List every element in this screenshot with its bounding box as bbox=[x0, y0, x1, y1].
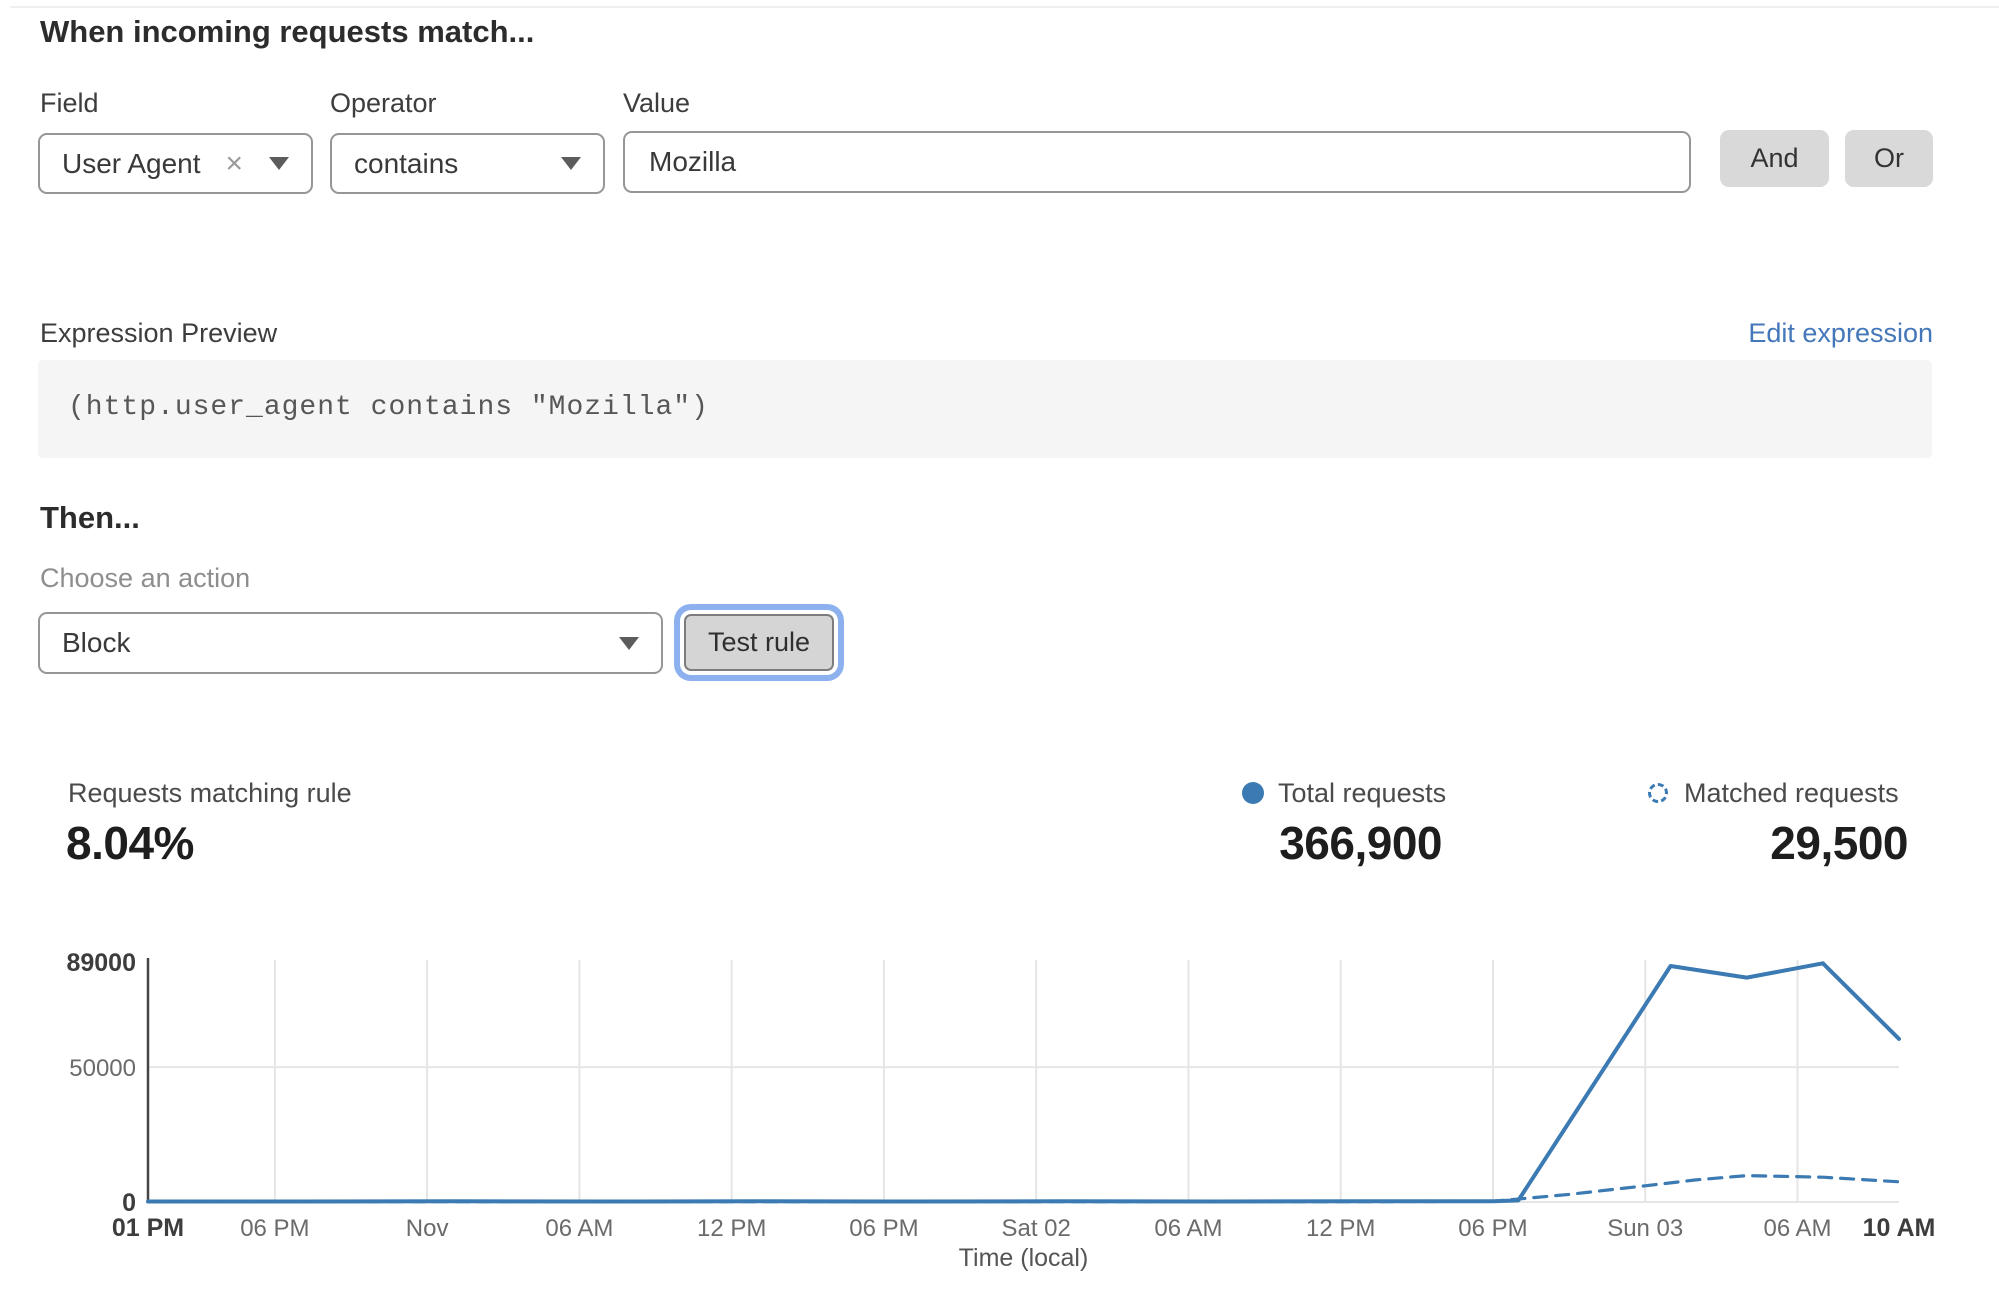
svg-text:Nov: Nov bbox=[406, 1215, 449, 1242]
svg-text:06 AM: 06 AM bbox=[1154, 1215, 1222, 1242]
or-button[interactable]: Or bbox=[1845, 130, 1933, 187]
field-label: Field bbox=[40, 88, 99, 118]
total-requests-value: 366,900 bbox=[1279, 817, 1442, 869]
value-label: Value bbox=[623, 88, 691, 118]
field-select[interactable]: User Agent × bbox=[38, 133, 313, 194]
svg-text:06 PM: 06 PM bbox=[240, 1215, 309, 1242]
page-title: When incoming requests match... bbox=[40, 14, 535, 49]
requests-matching-value: 8.04% bbox=[66, 817, 194, 869]
svg-text:12 PM: 12 PM bbox=[1306, 1215, 1375, 1242]
svg-text:Time (local): Time (local) bbox=[959, 1244, 1089, 1272]
edit-expression-link[interactable]: Edit expression bbox=[1748, 318, 1933, 348]
requests-chart: 89000 50000 001 PM 06 PM Nov 06 AM 12 PM 06 PM S… bbox=[66, 949, 1936, 1272]
action-select[interactable]: Block bbox=[38, 612, 663, 674]
svg-text:06 AM: 06 AM bbox=[545, 1215, 613, 1242]
and-button[interactable]: And bbox=[1720, 130, 1829, 187]
svg-text:12 PM: 12 PM bbox=[697, 1215, 766, 1242]
expression-preview-box bbox=[38, 360, 1932, 458]
matched-requests-value: 29,500 bbox=[1770, 817, 1908, 869]
choose-action-label: Choose an action bbox=[40, 563, 251, 593]
chevron-down-icon bbox=[619, 636, 639, 650]
then-heading: Then... bbox=[40, 500, 140, 535]
matched-requests-dashed-circle-icon bbox=[1648, 783, 1668, 803]
chevron-down-icon bbox=[269, 157, 289, 170]
field-select-value: User Agent bbox=[62, 147, 201, 179]
expression-preview-label: Expression Preview bbox=[40, 318, 278, 348]
svg-text:06 PM: 06 PM bbox=[849, 1215, 918, 1242]
clear-field-icon[interactable]: × bbox=[225, 146, 243, 180]
value-input[interactable] bbox=[623, 131, 1691, 193]
svg-text:10 AM: 10 AM bbox=[1863, 1214, 1936, 1242]
svg-text:89000: 89000 bbox=[66, 949, 136, 977]
matched-requests-label: Matched requests bbox=[1684, 778, 1899, 808]
svg-text:Sun 03: Sun 03 bbox=[1607, 1215, 1683, 1242]
svg-text:50000: 50000 bbox=[69, 1055, 136, 1082]
svg-text:Sat 02: Sat 02 bbox=[1001, 1215, 1070, 1242]
action-select-value: Block bbox=[62, 627, 131, 658]
svg-text:01 PM: 01 PM bbox=[112, 1214, 184, 1242]
operator-select-value: contains bbox=[354, 147, 459, 179]
chevron-down-icon bbox=[561, 157, 581, 170]
operator-label: Operator bbox=[330, 88, 437, 118]
requests-matching-label: Requests matching rule bbox=[68, 778, 352, 808]
expression-code: (http.user_agent contains "Mozilla") bbox=[68, 392, 709, 423]
total-requests-dot-icon bbox=[1242, 782, 1264, 804]
svg-text:06 AM: 06 AM bbox=[1763, 1215, 1831, 1242]
top-divider bbox=[10, 6, 1999, 8]
operator-select[interactable]: contains bbox=[330, 133, 605, 194]
svg-text:06 PM: 06 PM bbox=[1458, 1215, 1527, 1242]
total-requests-label: Total requests bbox=[1278, 778, 1447, 808]
svg-text:0: 0 bbox=[122, 1189, 136, 1217]
test-rule-button[interactable]: Test rule bbox=[684, 614, 834, 671]
